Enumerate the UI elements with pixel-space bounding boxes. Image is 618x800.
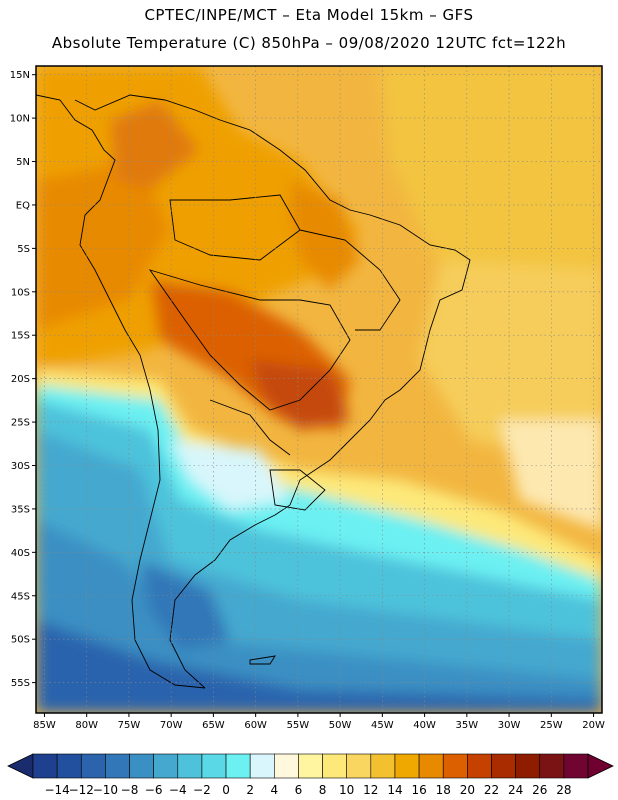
colorbar-label: 12 <box>363 783 378 797</box>
lon-tick-label: 35W <box>456 720 479 731</box>
colorbar-label: −12 <box>69 783 94 797</box>
lon-tick-label: 40W <box>413 720 436 731</box>
colorbar-swatch <box>201 753 227 779</box>
colorbar-label: 2 <box>246 783 254 797</box>
lon-tick-label: 55W <box>287 720 310 731</box>
colorbar-label: −8 <box>121 783 139 797</box>
map-frame <box>35 65 603 714</box>
lat-tick-label: EQ <box>16 200 30 211</box>
colorbar-swatch <box>129 753 154 779</box>
lat-tick-label: 5N <box>16 157 30 168</box>
lon-tick-label: 50W <box>329 720 352 731</box>
colorbar-label: 18 <box>436 783 451 797</box>
lat-tick-label: 15N <box>10 70 30 81</box>
lon-tick-label: 45W <box>371 720 394 731</box>
colorbar-swatch <box>322 753 347 779</box>
colorbar-swatch <box>491 753 516 779</box>
colorbar-label: 10 <box>339 783 354 797</box>
colorbar-swatch <box>442 753 468 779</box>
colorbar-swatch <box>249 753 275 779</box>
lat-tick-label: 55S <box>11 678 30 689</box>
colorbar-label: 28 <box>556 783 571 797</box>
colorbar-label: 16 <box>411 783 426 797</box>
colorbar-label: 26 <box>532 783 547 797</box>
lon-tick-label: 65W <box>202 720 225 731</box>
chart-subtitle: Absolute Temperature (C) 850hPa – 09/08/… <box>51 34 567 52</box>
lon-tick-label: 75W <box>118 720 141 731</box>
colorbar-swatch <box>153 753 179 779</box>
colorbar-swatch <box>80 753 106 779</box>
lon-tick-label: 85W <box>33 720 56 731</box>
latitude-ticks: 15N 10N 5N EQ 5S 10S 15S 20S 25S 30S 35S 40S 45S 50S 5… <box>10 70 36 689</box>
lat-tick-label: 40S <box>11 548 30 559</box>
colorbar-swatch <box>394 753 420 779</box>
colorbar-label: −2 <box>193 783 211 797</box>
colorbar-swatch <box>56 753 82 779</box>
colorbar-swatch <box>539 753 565 779</box>
colorbar-max-arrow <box>587 753 614 779</box>
colorbar-label: −14 <box>44 783 69 797</box>
temperature-field <box>36 66 602 713</box>
colorbar-swatch <box>105 753 130 779</box>
colorbar: −14−12−10 −8 −6 −4 −2 0 2 4 6 8 10 12 14 16 18 20 22 24 26… <box>7 753 614 797</box>
colorbar-swatch <box>225 753 251 779</box>
coastlines <box>36 94 471 689</box>
colorbar-min-arrow <box>7 753 34 779</box>
colorbar-label: 8 <box>319 783 327 797</box>
colorbar-swatch <box>370 753 396 779</box>
colorbar-label: 22 <box>484 783 499 797</box>
lat-tick-label: 15S <box>11 331 30 342</box>
lon-tick-label: 60W <box>244 720 267 731</box>
colorbar-swatch <box>515 753 541 779</box>
lat-tick-label: 50S <box>11 635 30 646</box>
colorbar-swatch <box>177 753 203 779</box>
colorbar-label: 14 <box>387 783 402 797</box>
colorbar-label: 6 <box>295 783 303 797</box>
colorbar-swatch <box>274 753 299 779</box>
lon-tick-label: 70W <box>160 720 183 731</box>
lat-tick-label: 5S <box>17 244 30 255</box>
colorbar-swatch <box>563 753 589 779</box>
lon-tick-label: 25W <box>540 720 563 731</box>
colorbar-swatch <box>32 753 58 779</box>
lat-tick-label: 35S <box>11 504 30 515</box>
lat-tick-label: 10N <box>10 114 30 125</box>
lon-tick-label: 20W <box>582 720 605 731</box>
lon-tick-label: 80W <box>75 720 98 731</box>
chart-title: CPTEC/INPE/MCT – Eta Model 15km – GFS <box>144 6 474 24</box>
colorbar-label: 0 <box>222 783 230 797</box>
colorbar-swatch <box>346 753 372 779</box>
lat-tick-label: 45S <box>11 591 30 602</box>
colorbar-label: −6 <box>145 783 163 797</box>
lon-tick-label: 30W <box>498 720 521 731</box>
colorbar-label: −4 <box>169 783 187 797</box>
colorbar-label: 4 <box>270 783 278 797</box>
colorbar-swatch <box>418 753 444 779</box>
lat-tick-label: 10S <box>11 287 30 298</box>
colorbar-swatch <box>467 753 492 779</box>
lat-tick-label: 25S <box>11 418 30 429</box>
colorbar-swatch <box>298 753 323 779</box>
colorbar-label: 24 <box>508 783 523 797</box>
colorbar-label: −10 <box>93 783 118 797</box>
lat-tick-label: 30S <box>11 461 30 472</box>
colorbar-label: 20 <box>460 783 475 797</box>
lat-tick-label: 20S <box>11 374 30 385</box>
longitude-ticks: 85W 80W 75W 70W 65W 60W 55W 50W 45W 40W 35W 30W 25W 2… <box>33 713 605 731</box>
